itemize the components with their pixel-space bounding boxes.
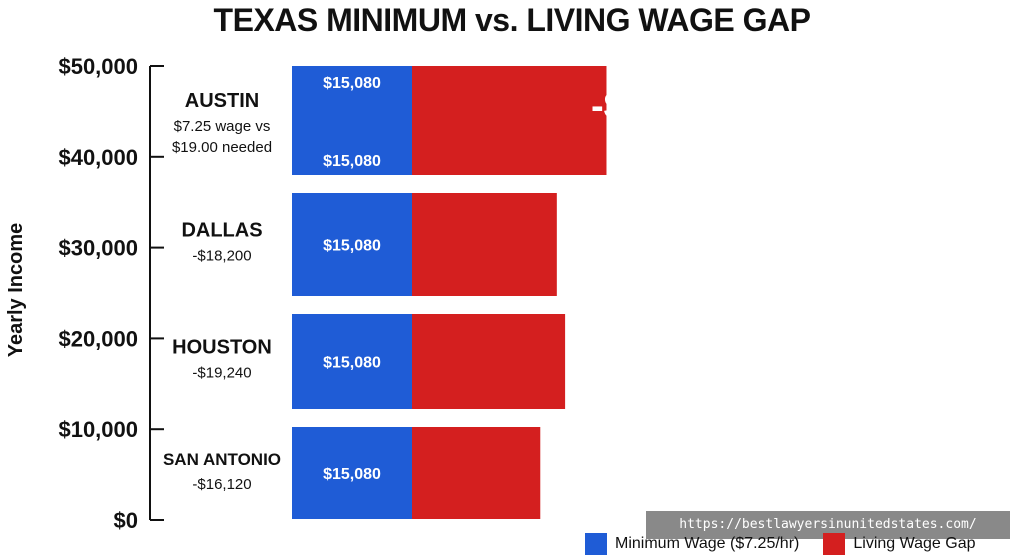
bar-gap-word: GAP [635, 130, 696, 152]
legend-swatch-gap [823, 533, 846, 555]
bar-living-wage-gap [412, 314, 566, 409]
legend-item-minimum: Minimum Wage ($7.25/hr) [585, 533, 799, 555]
bar-gap-word: GAP [625, 482, 686, 504]
watermark: https://bestlawyersinunitedstates.com/ [646, 511, 1010, 539]
y-tick-label: $0 [114, 508, 138, 533]
bar-min-label: $15,080 [323, 75, 381, 92]
category-sublabel: $7.25 wage vs [174, 118, 271, 135]
bar-gap-value: -$18,200 [581, 210, 731, 252]
bar-gap-value: -$19,240 [581, 327, 731, 369]
category-label: HOUSTON [172, 337, 272, 359]
bar-minimum-wage [292, 314, 412, 409]
y-tick-label: $50,000 [58, 54, 138, 79]
bar-gap-word: GAP [625, 254, 686, 276]
bar-gap-value: -$24,440 [591, 86, 741, 128]
bar-min-label: $15,080 [323, 238, 381, 255]
bar-gap-word: GAP [625, 371, 686, 393]
category-label: SAN ANTONIO [163, 450, 281, 469]
bar-living-wage-gap [412, 193, 557, 296]
y-tick-label: $20,000 [58, 326, 138, 351]
bar-living-wage-gap [412, 427, 541, 519]
category-sublabel: -$18,200 [192, 248, 251, 265]
y-tick-label: $10,000 [58, 417, 138, 442]
bar-min-label: $15,080 [323, 355, 381, 372]
legend-swatch-minimum [585, 533, 607, 555]
category-label: DALLAS [181, 220, 262, 242]
bar-min-label: $15,080 [323, 153, 381, 170]
category-sublabel: -$16,120 [192, 476, 251, 493]
y-tick-label: $40,000 [58, 145, 138, 170]
bar-min-label: $15,080 [323, 466, 381, 483]
category-sublabel: -$19,240 [192, 365, 251, 382]
bar-minimum-wage [292, 66, 412, 175]
legend-label-minimum: Minimum Wage ($7.25/hr) [615, 535, 800, 552]
legend-item-gap: Living Wage Gap [823, 533, 976, 555]
chart-legend: Minimum Wage ($7.25/hr) Living Wage Gap [585, 532, 990, 556]
bar-living-wage-gap [412, 66, 607, 175]
legend-label-gap: Living Wage Gap [853, 535, 976, 552]
chart-title: TEXAS MINIMUM vs. LIVING WAGE GAP [213, 2, 811, 38]
bar-minimum-wage [292, 193, 412, 296]
category-sublabel: $19.00 needed [172, 139, 272, 156]
bar-gap-value: -$16,120 [581, 438, 731, 480]
category-label: AUSTIN [185, 90, 259, 112]
y-tick-label: $30,000 [58, 236, 138, 261]
y-axis-label: Yearly Income [5, 223, 27, 358]
bar-minimum-wage [292, 427, 412, 519]
